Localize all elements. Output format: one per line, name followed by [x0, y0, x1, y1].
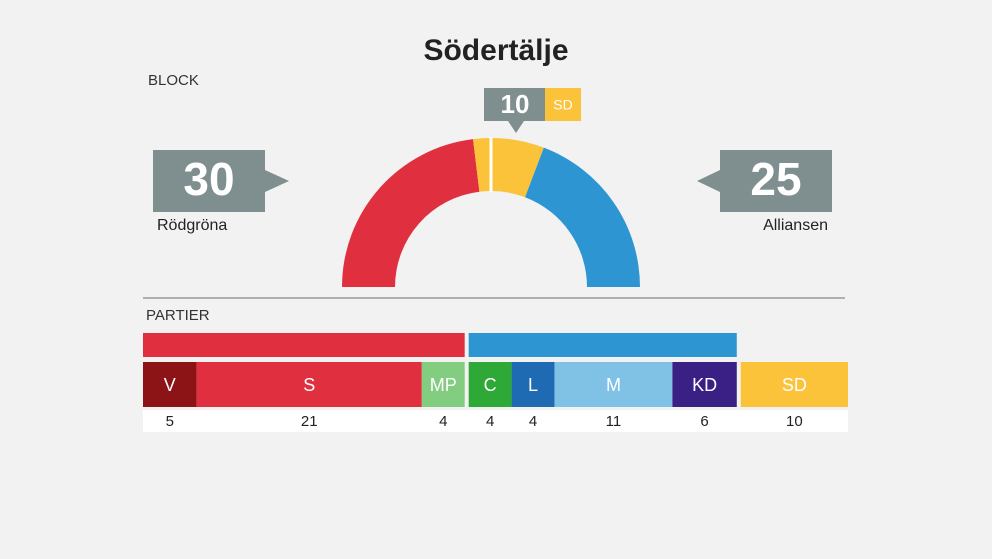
party-name: V	[164, 375, 176, 395]
party-seats: 21	[301, 413, 318, 430]
party-bar	[511, 362, 555, 407]
party-seats: 6	[700, 413, 708, 430]
party-seats: 10	[786, 413, 803, 430]
unaligned-seats: 10	[501, 89, 530, 119]
middle-tag-color	[545, 88, 581, 121]
party-name: S	[303, 375, 315, 395]
arc-segment	[342, 139, 480, 287]
party-bar	[554, 362, 673, 407]
arc-segment	[525, 147, 640, 287]
party-seats: 11	[606, 413, 622, 430]
party-name: MP	[430, 375, 457, 395]
block-heading: BLOCK	[148, 72, 199, 89]
left-tag	[153, 150, 289, 212]
party-heading: PARTIER	[146, 307, 210, 324]
party-bar	[196, 362, 422, 407]
party-seats: 4	[486, 413, 494, 430]
party-name: M	[606, 375, 621, 395]
right-tag	[697, 150, 832, 212]
party-name: C	[484, 375, 497, 395]
block-name: Alliansen	[763, 217, 828, 234]
party-bar	[468, 362, 512, 407]
block-bar	[143, 333, 465, 357]
middle-tag	[484, 88, 545, 133]
value-strip	[143, 410, 848, 432]
block-bar	[468, 333, 737, 357]
party-seats: 4	[439, 413, 447, 430]
party-name: L	[528, 375, 538, 395]
party-name: SD	[782, 375, 807, 395]
party-bar	[143, 362, 197, 407]
block-seats: 30	[183, 153, 234, 205]
block-seats: 25	[750, 153, 801, 205]
party-bar	[421, 362, 465, 407]
party-seats: 4	[529, 413, 537, 430]
party-bar	[740, 362, 848, 407]
chart-title: Södertälje	[423, 34, 568, 67]
party-seats: 5	[166, 413, 174, 430]
block-name: Rödgröna	[157, 217, 227, 234]
unaligned-name: SD	[553, 97, 572, 113]
party-name: KD	[692, 375, 717, 395]
party-bar	[672, 362, 737, 407]
